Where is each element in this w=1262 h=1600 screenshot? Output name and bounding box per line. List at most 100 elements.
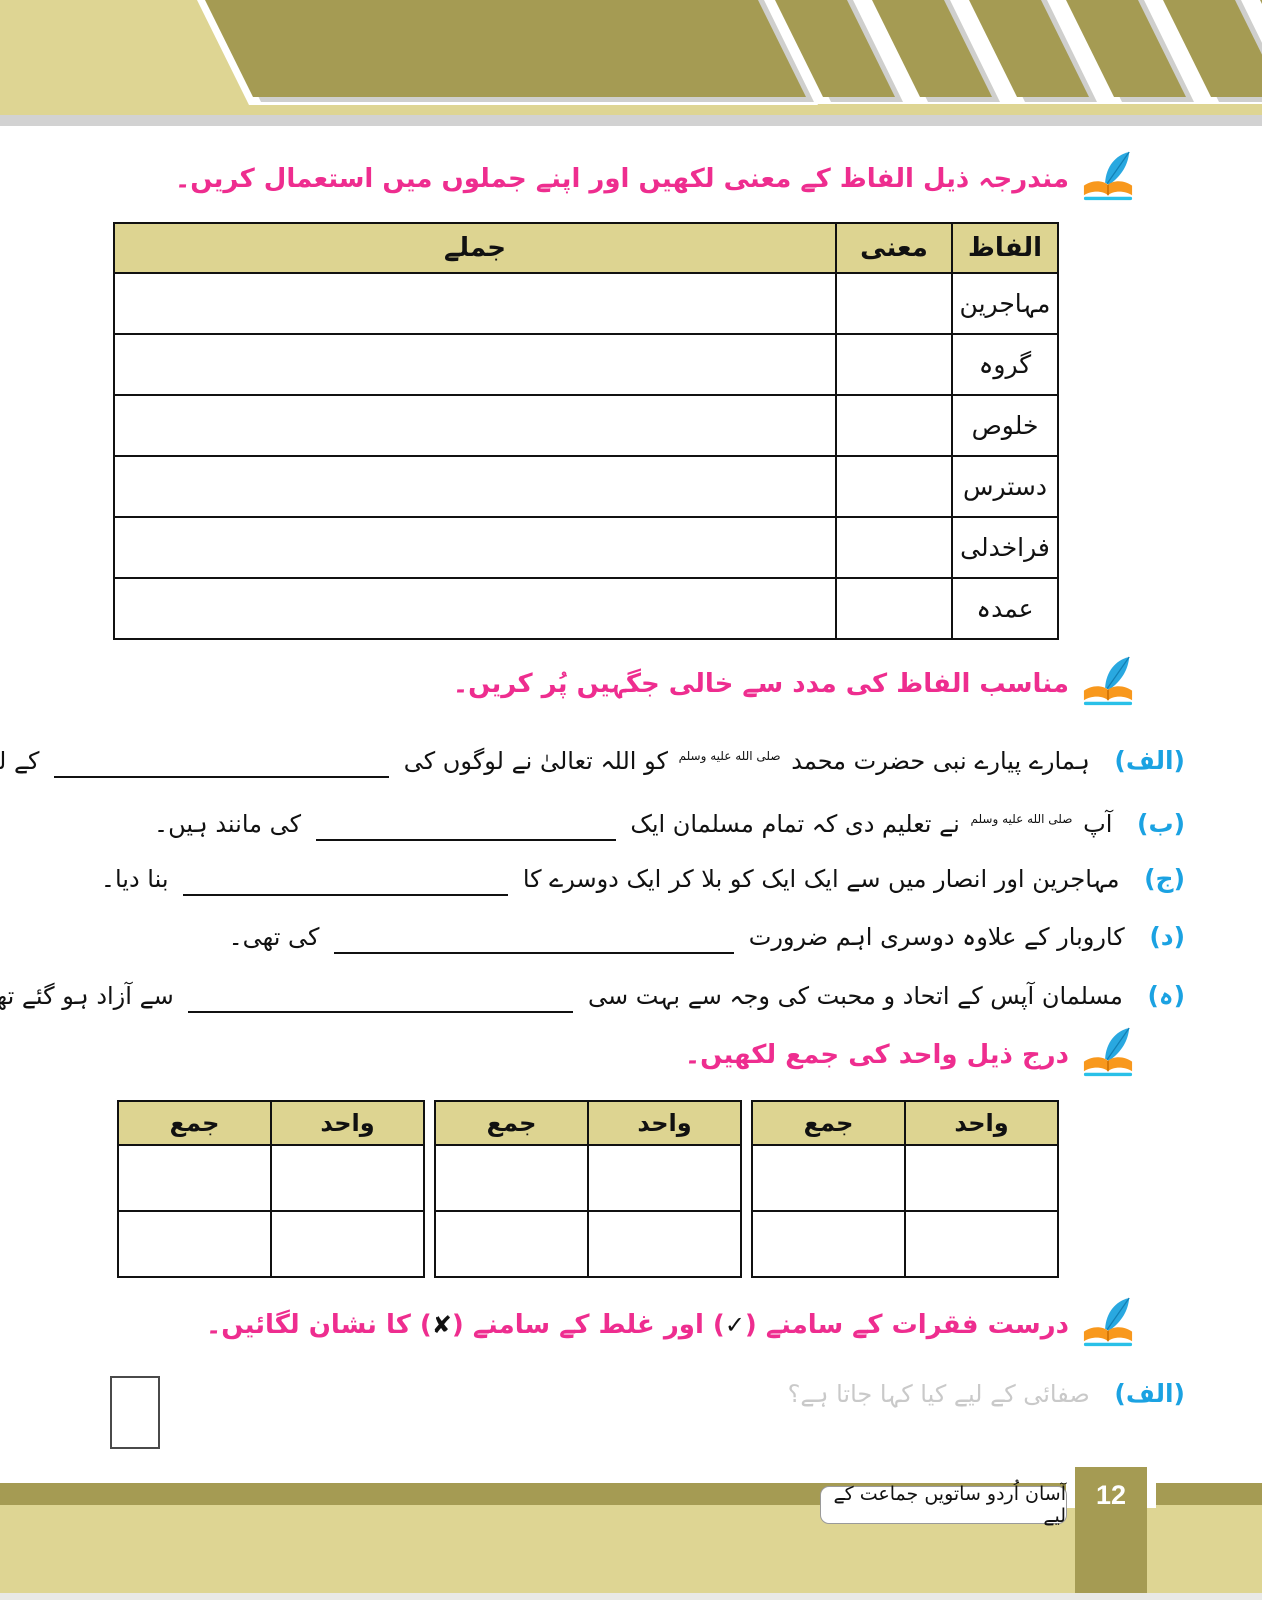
table-row: عمدہ — [113, 577, 1059, 640]
meaning-cell-empty[interactable] — [835, 394, 953, 457]
column-header-singular: واحد — [587, 1100, 742, 1146]
instruction-text: ) اور غلط کے سامنے ( — [451, 1310, 725, 1340]
column-header-words: الفاظ — [951, 222, 1059, 274]
blank-line[interactable] — [315, 809, 616, 841]
meaning-cell-empty[interactable] — [835, 516, 953, 579]
item-marker: (ہ) — [1147, 981, 1186, 1010]
sentence-cell-empty[interactable] — [113, 455, 837, 518]
sentence-cell-empty[interactable] — [113, 516, 837, 579]
fill-blank-item-b: (ب) آپ صلى الله عليه وسلم نے تعلیم دی کہ… — [45, 797, 1185, 841]
page-number-tab: 12 — [1075, 1467, 1147, 1593]
singular-plural-table-3: واحد جمع — [117, 1100, 425, 1278]
exercise1-instruction: مندرجہ ذیل الفاظ کے معنی لکھیں اور اپنے … — [175, 164, 1069, 194]
plural-cell-empty[interactable] — [434, 1144, 589, 1212]
blank-line[interactable] — [183, 864, 509, 896]
sentence-cell-empty[interactable] — [113, 272, 837, 335]
word-cell: دسترس — [951, 455, 1059, 518]
plural-cell-empty[interactable] — [117, 1144, 272, 1212]
table-row: مہاجرین — [113, 272, 1059, 335]
instruction-text: ) کا نشان لگائیں۔ — [206, 1310, 432, 1340]
item-marker: (ب) — [1137, 809, 1185, 838]
singular-plural-tables: واحد جمع واحد جمع واحد جمع — [117, 1100, 1059, 1278]
honorific-text: صلى الله عليه وسلم — [678, 749, 781, 763]
blank-line[interactable] — [334, 922, 735, 954]
column-header-sentences: جملے — [113, 222, 837, 274]
singular-cell-empty[interactable] — [587, 1144, 742, 1212]
column-header-meaning: معنی — [835, 222, 953, 274]
faded-question-text: صفائی کے لیے کیا کہا جاتا ہے؟ — [787, 1380, 1090, 1408]
quill-book-icon — [1079, 1027, 1137, 1083]
word-cell: عمدہ — [951, 577, 1059, 640]
table-row: دسترس — [113, 455, 1059, 518]
sentence-cell-empty[interactable] — [113, 394, 837, 457]
item-text: آپ — [1083, 810, 1113, 838]
plural-cell-empty[interactable] — [751, 1144, 906, 1212]
item-text: نے تعلیم دی کہ تمام مسلمان ایک — [630, 810, 960, 838]
fill-blank-item-d: (د) کاروبار کے علاوہ دوسری اہم ضرورت کی … — [45, 915, 1185, 959]
quill-book-icon — [1079, 656, 1137, 712]
quill-book-icon — [1079, 151, 1137, 207]
header-banner-decoration — [0, 0, 1262, 126]
singular-cell-empty[interactable] — [904, 1144, 1059, 1212]
instruction-text: درست فقرات کے سامنے ( — [744, 1310, 1069, 1340]
footer-khaki-strip — [0, 1505, 1262, 1593]
fill-blank-item-c: (ج) مہاجرین اور انصار میں سے ایک ایک کو … — [45, 857, 1185, 901]
table-row: خلوص — [113, 394, 1059, 457]
table-row: گروہ — [113, 333, 1059, 396]
singular-cell-empty[interactable] — [270, 1144, 425, 1212]
item-text: کی تھی۔ — [228, 923, 320, 951]
column-header-singular: واحد — [270, 1100, 425, 1146]
plural-cell-empty[interactable] — [117, 1210, 272, 1278]
check-mark: ✓ — [724, 1311, 745, 1339]
sentence-cell-empty[interactable] — [113, 577, 837, 640]
plural-cell-empty[interactable] — [751, 1210, 906, 1278]
sentence-cell-empty[interactable] — [113, 333, 837, 396]
item-text: کو اللہ تعالیٰ نے لوگوں کی — [403, 747, 668, 775]
honorific-text: صلى الله عليه وسلم — [970, 812, 1073, 826]
answer-checkbox[interactable] — [110, 1376, 160, 1449]
item-marker: (الف) — [1114, 746, 1185, 775]
item-text: ہمارے پیارے نبی حضرت محمد — [791, 747, 1090, 775]
footer-tab-gap-left — [1066, 1478, 1075, 1508]
cross-mark: ✘ — [431, 1311, 452, 1339]
singular-cell-empty[interactable] — [270, 1210, 425, 1278]
meaning-cell-empty[interactable] — [835, 455, 953, 518]
item-marker: (ج) — [1144, 864, 1185, 893]
word-cell: مہاجرین — [951, 272, 1059, 335]
fill-blank-item-a: (الف) ہمارے پیارے نبی حضرت محمد صلى الله… — [0, 734, 1185, 778]
table-row: فراخدلی — [113, 516, 1059, 579]
singular-plural-table-1: واحد جمع — [751, 1100, 1059, 1278]
singular-cell-empty[interactable] — [904, 1210, 1059, 1278]
item-text: مہاجرین اور انصار میں سے ایک ایک کو بلا … — [522, 865, 1120, 893]
tick-cross-item-a: (الف) صفائی کے لیے کیا کہا جاتا ہے؟ — [45, 1372, 1185, 1416]
quill-book-icon — [1079, 1297, 1137, 1353]
item-marker: (د) — [1149, 922, 1185, 951]
exercise3-header: درج ذیل واحد کی جمع لکھیں۔ — [685, 1026, 1137, 1084]
item-marker: (الف) — [1114, 1379, 1185, 1408]
column-header-plural: جمع — [434, 1100, 589, 1146]
meaning-cell-empty[interactable] — [835, 577, 953, 640]
fill-blank-item-e: (ہ) مسلمان آپس کے اتحاد و محبت کی وجہ سے… — [0, 974, 1186, 1018]
footer-tab-gap-right — [1147, 1478, 1156, 1508]
book-title: آسان اُردو ساتویں جماعت کے لیے — [833, 1483, 1066, 1527]
item-text: کی مانند ہیں۔ — [154, 810, 302, 838]
singular-cell-empty[interactable] — [587, 1210, 742, 1278]
blank-line[interactable] — [188, 981, 574, 1013]
exercise4-instruction: درست فقرات کے سامنے (✓) اور غلط کے سامنے… — [206, 1310, 1069, 1340]
column-header-plural: جمع — [751, 1100, 906, 1146]
footer-bottom-strip — [0, 1593, 1262, 1600]
meaning-cell-empty[interactable] — [835, 272, 953, 335]
column-header-singular: واحد — [904, 1100, 1059, 1146]
exercise2-header: مناسب الفاظ کی مدد سے خالی جگہیں پُر کری… — [453, 655, 1137, 713]
exercise2-instruction: مناسب الفاظ کی مدد سے خالی جگہیں پُر کری… — [452, 669, 1069, 699]
exercise4-header: درست فقرات کے سامنے (✓) اور غلط کے سامنے… — [206, 1296, 1137, 1354]
book-title-label: آسان اُردو ساتویں جماعت کے لیے — [820, 1483, 1067, 1527]
item-text: کاروبار کے علاوہ دوسری اہم ضرورت — [748, 923, 1125, 951]
page-number: 12 — [1095, 1480, 1127, 1510]
item-text: سے آزاد ہو گئے تھے۔ — [0, 982, 174, 1010]
blank-line[interactable] — [54, 746, 390, 778]
plural-cell-empty[interactable] — [434, 1210, 589, 1278]
item-text: مسلمان آپس کے اتحاد و محبت کی وجہ سے بہت… — [588, 982, 1123, 1010]
meaning-cell-empty[interactable] — [835, 333, 953, 396]
